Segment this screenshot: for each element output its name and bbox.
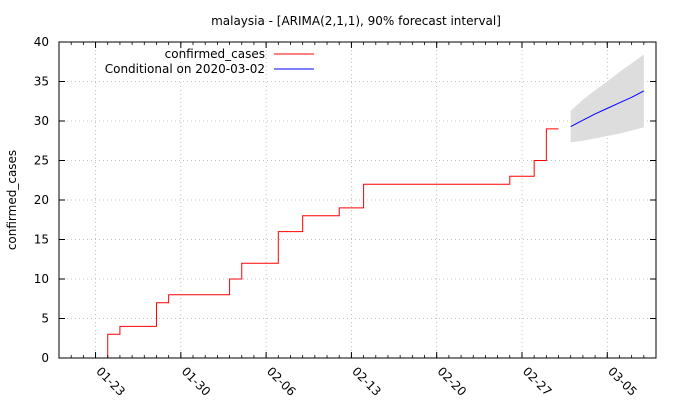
- chart-title: malaysia - [ARIMA(2,1,1), 90% forecast i…: [211, 14, 501, 28]
- y-axis-title: confirmed_cases: [5, 150, 19, 250]
- y-tick-label: 35: [34, 75, 49, 89]
- y-tick-label: 30: [34, 114, 49, 128]
- series-layer: [95, 90, 645, 359]
- series-line-confirmed-cases: [95, 128, 559, 359]
- x-tick-label: 02-27: [520, 364, 555, 399]
- x-tick-label: 02-20: [435, 364, 470, 399]
- y-tick-label: 25: [34, 154, 49, 168]
- tick-labels: 0 5 10 15 20 25 30 35 40 01-23 01-30 02-06 02-13 02-2…: [34, 35, 640, 399]
- x-tick-label: 02-06: [264, 364, 299, 399]
- x-tick-label: 03-05: [605, 364, 640, 399]
- y-tick-label: 40: [34, 35, 49, 49]
- tick-marks: [59, 41, 656, 359]
- x-tick-label: 02-13: [349, 364, 384, 399]
- legend-label: Conditional on 2020-03-02: [105, 62, 265, 76]
- forecast-interval-layer: [570, 54, 644, 143]
- forecast-interval-band: [570, 54, 644, 143]
- plot-frame: [58, 41, 657, 359]
- legend-label: confirmed_cases: [165, 47, 265, 61]
- x-tick-label: 01-30: [179, 364, 214, 399]
- y-tick-label: 20: [34, 193, 49, 207]
- y-tick-label: 10: [34, 272, 49, 286]
- series-line-forecast: [570, 90, 645, 127]
- grid: [59, 42, 656, 358]
- x-tick-label: 01-23: [93, 364, 128, 399]
- y-tick-label: 0: [41, 351, 49, 365]
- y-tick-label: 5: [41, 312, 49, 326]
- y-tick-label: 15: [34, 233, 49, 247]
